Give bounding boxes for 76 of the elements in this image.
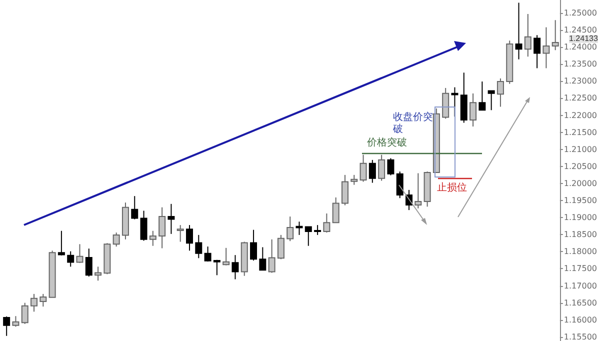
candlestick bbox=[186, 224, 193, 252]
candlestick bbox=[360, 154, 367, 182]
y-tick-label: 1.15500 bbox=[564, 332, 598, 341]
candlestick bbox=[488, 90, 495, 111]
candlestick bbox=[442, 87, 450, 120]
candlestick bbox=[12, 316, 20, 328]
candlestick bbox=[76, 244, 84, 264]
candlestick bbox=[40, 293, 47, 308]
candlestick bbox=[58, 230, 65, 256]
y-tick-label: 1.16000 bbox=[564, 315, 598, 324]
candlestick bbox=[168, 203, 175, 234]
candlestick bbox=[94, 266, 102, 282]
y-tick-label: 1.21500 bbox=[564, 128, 598, 137]
candlestick bbox=[286, 216, 294, 242]
candlestick bbox=[250, 229, 258, 262]
y-tick-label: 1.24000 bbox=[564, 42, 598, 52]
candlestick bbox=[451, 86, 458, 118]
candlestick bbox=[21, 302, 28, 324]
candlestick bbox=[268, 238, 276, 274]
annotation: 收盘价突破 bbox=[393, 112, 434, 136]
candlestick bbox=[387, 158, 394, 176]
candlestick bbox=[368, 159, 376, 184]
candlestick bbox=[332, 196, 340, 224]
candlestick bbox=[67, 250, 74, 268]
candlestick bbox=[140, 210, 148, 242]
candlestick bbox=[524, 13, 532, 58]
candlestick bbox=[85, 248, 92, 278]
candlestick bbox=[396, 171, 404, 199]
candlestick bbox=[496, 78, 504, 108]
candlestick bbox=[131, 196, 138, 220]
ref-line-label: 止损位 bbox=[437, 182, 467, 194]
candlestick bbox=[259, 246, 266, 271]
candlestick bbox=[350, 174, 358, 186]
candlestick bbox=[470, 92, 477, 128]
y-tick-label: 1.20500 bbox=[564, 162, 598, 171]
candlestick bbox=[3, 316, 10, 336]
candlestick bbox=[232, 254, 239, 280]
y-tick-label: 1.17500 bbox=[564, 264, 598, 274]
candlestick bbox=[542, 26, 550, 69]
candlestick bbox=[222, 247, 230, 266]
candlestick bbox=[552, 20, 559, 51]
y-tick-label: 1.18000 bbox=[564, 247, 598, 256]
candlestick bbox=[323, 212, 330, 234]
candlestick bbox=[304, 226, 312, 246]
y-tick-label: 1.24500 bbox=[564, 26, 598, 35]
candlestick bbox=[158, 206, 166, 249]
candlestick bbox=[341, 174, 348, 206]
candlestick bbox=[478, 81, 486, 111]
y-tick-label: 1.23000 bbox=[564, 76, 598, 86]
y-tick-label: 1.16500 bbox=[564, 298, 598, 308]
candlestick bbox=[314, 224, 322, 236]
y-tick-label: 1.17000 bbox=[564, 281, 598, 290]
candlestick bbox=[30, 293, 38, 312]
y-tick-label: 1.19000 bbox=[564, 213, 598, 222]
candlestick bbox=[515, 2, 522, 60]
ref-line-label: 价格突破 bbox=[366, 136, 407, 149]
y-tick-label: 1.18500 bbox=[564, 230, 598, 240]
y-tick-label: 1.22500 bbox=[564, 94, 598, 103]
candlestick bbox=[296, 221, 303, 236]
candlestick bbox=[204, 246, 212, 262]
candlestick bbox=[378, 154, 386, 182]
candlestick bbox=[176, 224, 184, 242]
candlestick bbox=[149, 230, 156, 246]
y-tick-label: 1.20000 bbox=[564, 178, 598, 188]
y-tick-label: 1.23500 bbox=[564, 60, 598, 69]
y-tick-label: 1.25000 bbox=[564, 8, 598, 18]
candlestick bbox=[112, 232, 120, 248]
candlestick bbox=[213, 259, 220, 276]
y-tick-label: 1.22000 bbox=[564, 110, 598, 120]
y-tick-label: 1.21000 bbox=[564, 144, 598, 154]
candlestick bbox=[414, 172, 422, 209]
candlestick bbox=[534, 34, 541, 69]
text: 1.24133 bbox=[569, 34, 598, 43]
candlestick bbox=[195, 234, 202, 259]
y-tick-label: 1.19500 bbox=[564, 196, 598, 206]
candlestick bbox=[277, 234, 284, 260]
